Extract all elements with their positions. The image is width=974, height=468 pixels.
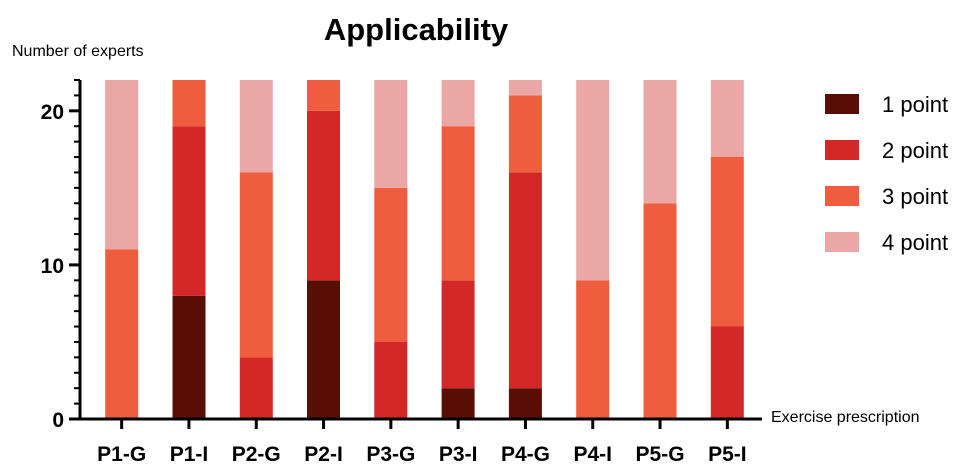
x-tick-label: P1-I [170, 443, 209, 466]
legend-swatch-1-point [825, 94, 859, 114]
x-tick-label: P4-I [573, 443, 612, 466]
legend-label: 2 point [882, 138, 948, 163]
bar-p5-g-3-point [643, 203, 677, 419]
x-axis-label: Exercise prescription [771, 409, 920, 426]
x-tick-label: P3-G [366, 443, 415, 466]
y-tick-label: 0 [52, 409, 64, 432]
bar-p4-g-3-point [508, 95, 542, 173]
y-axis-label: Number of experts [12, 43, 144, 60]
chart-title: Applicability [324, 12, 509, 47]
bar-p4-g-1-point [508, 388, 542, 419]
bar-p3-g-2-point [374, 342, 408, 419]
bar-p4-i-3-point [576, 280, 610, 419]
bar-p4-g-2-point [508, 172, 542, 389]
bar-p3-i-1-point [441, 388, 475, 419]
bar-p4-i-4-point [576, 80, 610, 281]
bar-p2-i-3-point [307, 80, 340, 111]
bar-p3-i-4-point [441, 80, 475, 127]
bar-p1-i-2-point [172, 126, 206, 296]
bar-p3-g-4-point [374, 80, 408, 188]
bar-p1-i-3-point [172, 80, 206, 127]
bar-p2-i-1-point [307, 280, 340, 419]
legend-swatch-2-point [825, 140, 859, 160]
bar-p2-i-2-point [307, 110, 340, 281]
x-tick-label: P5-I [708, 443, 747, 466]
legend-swatch-3-point [825, 186, 859, 206]
legend-label: 3 point [882, 184, 948, 209]
bar-p5-i-4-point [710, 80, 744, 157]
bar-p2-g-4-point [239, 80, 273, 173]
bars-group [105, 80, 744, 419]
x-tick-label: P2-G [232, 443, 281, 466]
x-tick-label: P3-I [439, 443, 478, 466]
y-tick-label: 20 [41, 101, 64, 124]
bar-p4-g-4-point [508, 80, 542, 96]
bar-p3-i-2-point [441, 280, 475, 389]
bar-p5-g-4-point [643, 80, 677, 204]
x-tick-label: P2-I [304, 443, 343, 466]
bar-p1-g-3-point [105, 249, 139, 419]
legend: 1 point 2 point 3 point 4 point [825, 92, 948, 255]
x-tick-label: P1-G [97, 443, 146, 466]
x-tick-label: P4-G [501, 443, 550, 466]
bar-p3-g-3-point [374, 187, 408, 342]
bar-p1-g-4-point [105, 80, 139, 250]
y-tick-label: 10 [41, 255, 64, 278]
bar-p5-i-3-point [710, 157, 744, 327]
legend-label: 4 point [882, 230, 948, 255]
x-axis: P1-G P1-I P2-G P2-I P3-G P3-I P4-G P4-I P5-G P5-I [79, 417, 762, 466]
x-tick-label: P5-G [636, 443, 685, 466]
y-axis: 0 10 20 [41, 79, 82, 432]
bar-p2-g-3-point [239, 172, 273, 358]
bar-p2-g-2-point [239, 357, 273, 419]
bar-p1-i-1-point [172, 295, 206, 419]
bar-p3-i-3-point [441, 126, 475, 281]
legend-label: 1 point [882, 92, 948, 117]
bar-p5-i-2-point [710, 326, 744, 419]
legend-swatch-4-point [825, 232, 859, 252]
